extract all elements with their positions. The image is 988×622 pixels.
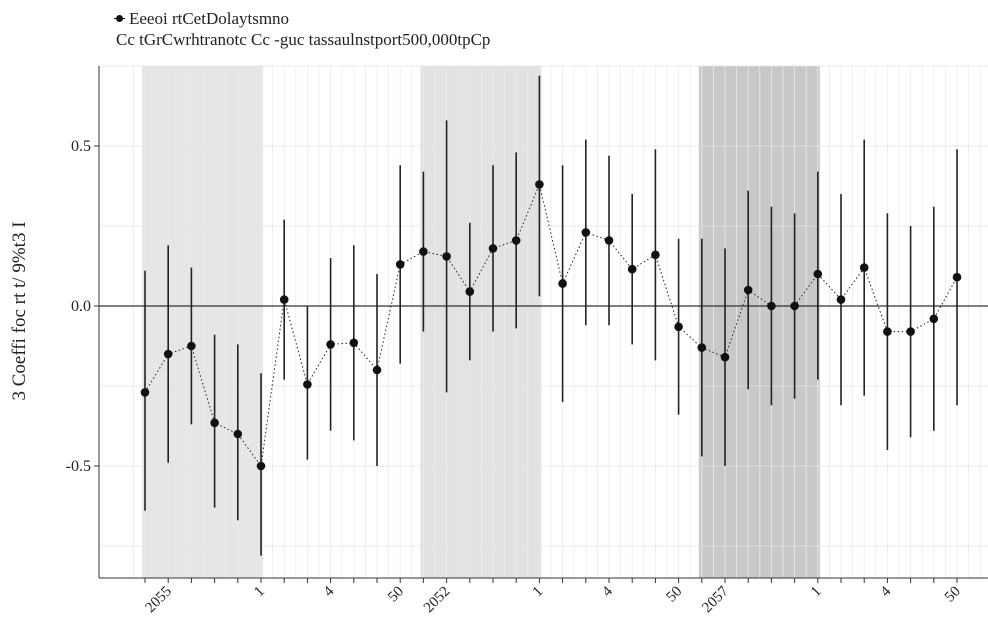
data-point [929,314,939,324]
x-tick-label: 50 [385,584,407,606]
shaded-region-1 [142,66,263,578]
data-point [326,340,335,349]
data-point [465,287,475,296]
data-point [442,252,451,261]
data-point [813,269,823,279]
x-tick-label: 1 [530,584,547,601]
y-tick-label: -0.5 [66,458,91,475]
data-point [256,461,266,471]
legend-label-line1: Eeeoi rtCetDolaytsmno [129,9,290,28]
x-tick-label: 50 [664,584,686,606]
data-point [767,301,776,311]
x-tick-label: 4 [321,583,338,600]
x-tick-label: 2057 [699,583,732,616]
legend: Eeeoi rtCetDolaytsmno Cc tGrCwrhtranotc … [114,8,490,50]
data-point [210,418,219,428]
data-point [140,388,150,397]
data-point [790,301,799,311]
data-point [488,244,498,253]
x-tick-label: 1 [251,584,268,601]
data-point [419,247,428,256]
shaded-region-2 [420,66,542,578]
data-point [535,180,544,189]
data-point [233,429,243,439]
legend-label-line2: Cc tGrCwrhtranotc Cc -guc tassaulnstport… [116,30,491,49]
x-tick-label: 4 [878,583,895,600]
series-connector-line [144,182,958,468]
data-point [279,295,289,304]
data-point [674,322,683,332]
data-point [720,352,730,362]
data-point [627,264,637,274]
x-tick-label: 2052 [421,584,454,617]
data-point [697,343,707,352]
y-tick-label: 0.0 [71,298,91,315]
data-point [187,341,196,351]
y-tick-label: 0.5 [71,138,91,155]
x-tick-label: 2055 [143,584,176,617]
data-point [859,263,869,272]
data-point [163,349,173,359]
legend-entry-second-line: Cc tGrCwrhtranotc Cc -guc tassaulnstport… [116,29,490,50]
data-point [303,380,312,389]
legend-marker-icon [114,15,125,22]
x-tick-label: 1 [808,584,825,601]
data-point [604,236,614,245]
data-point [349,338,359,348]
data-point [952,272,962,282]
data-point [511,236,521,245]
data-point [836,295,846,304]
data-point [883,327,892,336]
x-tick-label: 4 [599,583,616,600]
data-point [651,250,660,260]
data-point [581,228,591,237]
x-tick-label: 50 [942,584,964,606]
data-point [743,285,753,295]
legend-entry: Eeeoi rtCetDolaytsmno [114,8,490,29]
data-point [906,327,915,336]
data-point [395,260,405,269]
shaded-region-3 [698,66,820,578]
data-point [372,365,382,375]
data-point [558,279,567,288]
